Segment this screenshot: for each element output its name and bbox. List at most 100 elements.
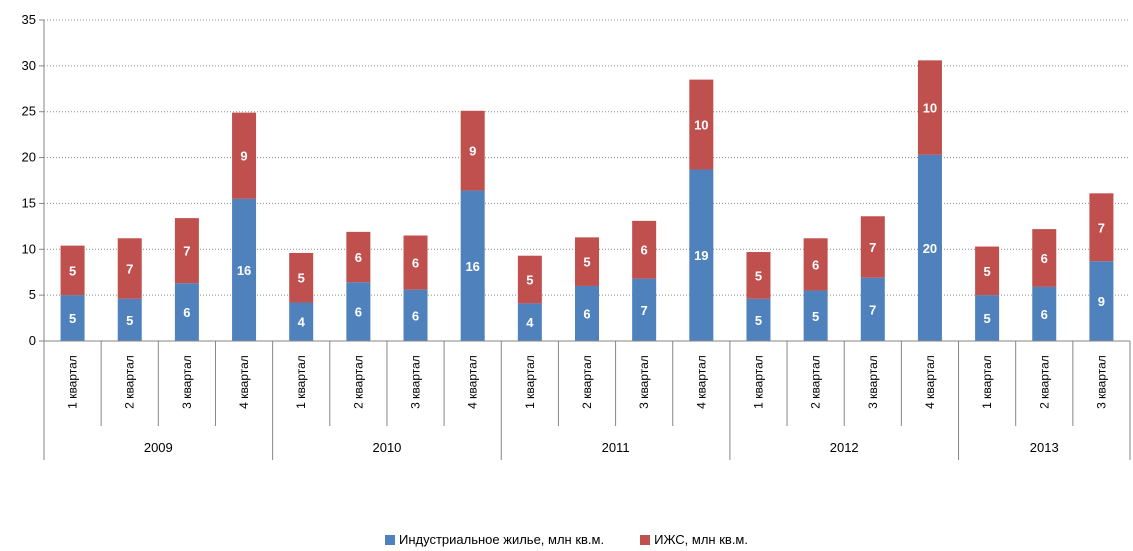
bar-segment-industrial: [346, 282, 371, 341]
x-category-label: 2 квартал: [580, 355, 594, 409]
bar-segment-izhs: [60, 245, 85, 296]
data-label: 6: [183, 305, 190, 320]
data-label: 9: [240, 149, 247, 164]
x-category-label: 2 квартал: [1037, 355, 1051, 409]
bar-segment-izhs: [975, 246, 1000, 296]
y-tick-label: 0: [29, 333, 36, 348]
y-tick-label: 30: [22, 58, 36, 73]
data-label: 6: [412, 256, 419, 271]
data-label: 5: [755, 313, 762, 328]
data-label: 6: [412, 308, 419, 323]
data-label: 6: [641, 243, 648, 258]
legend: Индустриальное жилье, млн кв.м. ИЖС, млн…: [0, 532, 1133, 547]
bar-segment-izhs: [403, 235, 428, 290]
data-label: 16: [465, 259, 479, 274]
data-label: 5: [983, 311, 990, 326]
bar-segment-industrial: [460, 190, 485, 341]
x-category-label: 3 квартал: [1094, 355, 1108, 409]
bar-segment-izhs: [517, 255, 542, 304]
data-label: 7: [1098, 220, 1105, 235]
bar-segment-izhs: [232, 112, 257, 199]
x-category-label: 4 квартал: [237, 355, 251, 409]
y-tick-label: 10: [22, 241, 36, 256]
data-label: 7: [869, 240, 876, 255]
bar-segment-industrial: [1032, 286, 1057, 341]
legend-item-industrial: Индустриальное жилье, млн кв.м.: [385, 532, 604, 547]
x-axis: 1 квартал 2 квартал 3 квартал 4 квартал 1 кв…: [43, 340, 1131, 460]
bars: 5 5 5 7 6 7 16 9 4 5 6 6 6 6 16 9 4 5 6 5 7 6 19 10 5 5 5 6 7 7 20 10 5 5…: [60, 60, 1114, 341]
bar-segment-izhs: [574, 237, 600, 286]
bar-segment-industrial: [117, 298, 142, 341]
data-label: 6: [355, 250, 362, 265]
x-group-label: 2009: [144, 440, 173, 455]
data-label: 9: [1098, 294, 1105, 309]
x-category-label: 1 квартал: [523, 355, 537, 409]
bar-segment-izhs: [803, 238, 828, 291]
bar-segment-industrial: [403, 289, 428, 341]
bar-segment-industrial: [60, 295, 85, 341]
bar-segment-industrial: [746, 298, 771, 341]
x-group-label: 2013: [1030, 440, 1059, 455]
bar-segment-izhs: [289, 252, 314, 303]
data-label: 7: [126, 262, 133, 277]
x-category-label: 1 квартал: [294, 355, 308, 409]
data-label: 5: [812, 309, 819, 324]
legend-swatch-industrial: [385, 534, 395, 545]
bar-segment-izhs: [174, 218, 199, 284]
bar-segment-industrial: [689, 169, 714, 341]
bar-segment-industrial: [232, 198, 257, 341]
x-group-label: 2010: [372, 440, 401, 455]
bar-segment-industrial: [860, 277, 885, 341]
x-category-label: 2 квартал: [809, 355, 823, 409]
x-category-label: 4 квартал: [694, 355, 708, 409]
legend-item-izhs: ИЖС, млн кв.м.: [640, 532, 748, 547]
data-label: 5: [526, 273, 533, 288]
data-label: 4: [526, 315, 534, 330]
x-category-label: 1 квартал: [66, 355, 80, 409]
data-label: 4: [298, 315, 306, 330]
legend-label-izhs: ИЖС, млн кв.м.: [654, 532, 748, 547]
x-category-label: 1 квартал: [751, 355, 765, 409]
data-label: 6: [1041, 251, 1048, 266]
bar-segment-izhs: [117, 238, 142, 299]
data-label: 6: [583, 306, 590, 321]
data-label: 10: [694, 118, 708, 133]
data-label: 9: [469, 144, 476, 159]
data-label: 10: [923, 101, 937, 116]
bar-segment-industrial: [803, 290, 828, 341]
bar-segment-izhs: [460, 110, 485, 191]
bar-segment-industrial: [975, 295, 1000, 341]
x-category-label: 2 квартал: [351, 355, 365, 409]
data-label: 19: [694, 248, 708, 263]
data-label: 7: [641, 303, 648, 318]
bar-segment-izhs: [689, 79, 714, 170]
data-label: 5: [983, 264, 990, 279]
bar-segment-izhs: [632, 220, 657, 279]
bar-segment-izhs: [1032, 229, 1057, 287]
y-tick-label: 15: [22, 195, 36, 210]
y-tick-label: 35: [22, 12, 36, 27]
data-label: 7: [869, 302, 876, 317]
bar-segment-industrial: [174, 283, 199, 341]
x-category-label: 3 квартал: [409, 355, 423, 409]
data-label: 6: [1041, 307, 1048, 322]
bar-segment-izhs: [1089, 193, 1114, 262]
y-tick-label: 20: [22, 150, 36, 165]
x-category-label: 4 квартал: [923, 355, 937, 409]
stacked-bar-chart: 0 5 10 15 20 25 30 35 5 5 5 7 6 7 16 9 4 5 6 6 6 6 16 9 4 5 6 5 7 6 1…: [22, 12, 1131, 460]
data-label: 5: [298, 271, 305, 286]
x-group-label: 2011: [602, 440, 630, 455]
x-category-label: 3 квартал: [180, 355, 194, 409]
bar-segment-industrial: [1089, 261, 1114, 341]
x-category-label: 1 квартал: [980, 355, 994, 409]
data-label: 5: [69, 263, 76, 278]
legend-label-industrial: Индустриальное жилье, млн кв.м.: [399, 532, 605, 547]
y-tick-label: 25: [22, 104, 36, 119]
bar-segment-izhs: [346, 231, 371, 283]
bar-segment-izhs: [746, 252, 771, 299]
data-label: 5: [583, 255, 590, 270]
data-label: 5: [69, 311, 76, 326]
y-axis: 0 5 10 15 20 25 30 35: [22, 12, 45, 348]
bar-segment-izhs: [917, 60, 942, 155]
y-tick-label: 5: [29, 287, 36, 302]
